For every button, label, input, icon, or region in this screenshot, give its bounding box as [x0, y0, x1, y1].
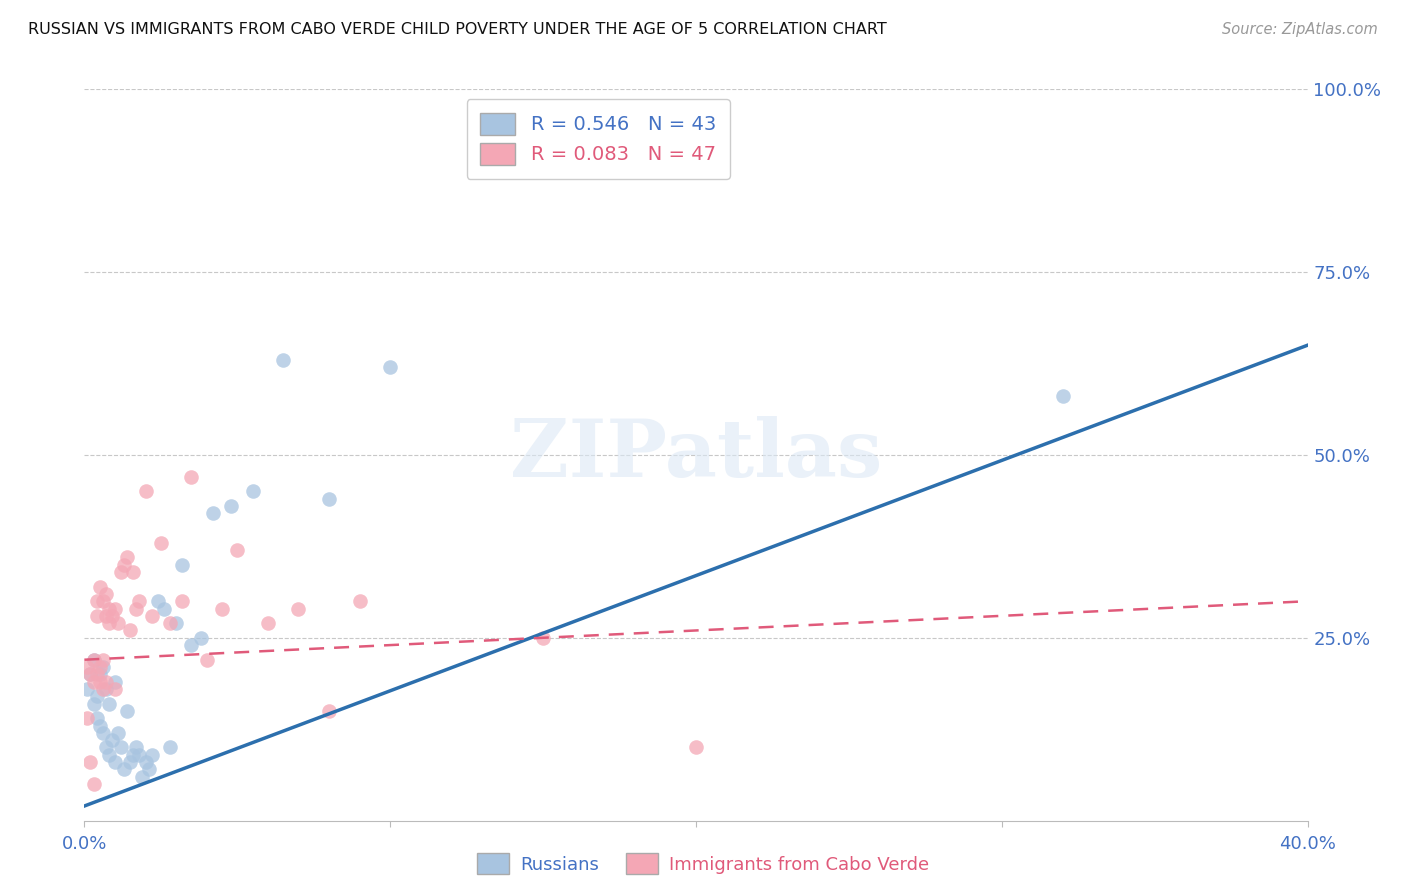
Point	[97, 747, 120, 762]
Point	[104, 674, 127, 689]
Point	[135, 755, 157, 769]
Point	[91, 653, 114, 667]
Point	[94, 740, 117, 755]
Point	[97, 697, 120, 711]
Point	[89, 667, 111, 681]
Point	[83, 653, 105, 667]
Point	[94, 674, 117, 689]
Point	[110, 565, 132, 579]
Point	[271, 352, 294, 367]
Point	[94, 587, 117, 601]
Point	[107, 726, 129, 740]
Point	[128, 747, 150, 762]
Point	[101, 733, 124, 747]
Point	[135, 484, 157, 499]
Point	[83, 697, 105, 711]
Point	[104, 601, 127, 615]
Point	[76, 711, 98, 725]
Point	[79, 755, 101, 769]
Point	[318, 491, 340, 506]
Point	[97, 601, 120, 615]
Point	[110, 740, 132, 755]
Legend: R = 0.546   N = 43, R = 0.083   N = 47: R = 0.546 N = 43, R = 0.083 N = 47	[467, 99, 730, 178]
Point	[112, 763, 135, 777]
Point	[86, 690, 108, 704]
Point	[1052, 389, 1074, 403]
Point	[201, 507, 224, 521]
Point	[83, 674, 105, 689]
Point	[125, 740, 148, 755]
Point	[104, 755, 127, 769]
Text: Source: ZipAtlas.com: Source: ZipAtlas.com	[1222, 22, 1378, 37]
Point	[79, 667, 101, 681]
Point	[94, 608, 117, 623]
Point	[146, 594, 169, 608]
Point	[141, 608, 163, 623]
Point	[159, 740, 181, 755]
Point	[86, 608, 108, 623]
Point	[83, 777, 105, 791]
Point	[76, 660, 98, 674]
Point	[120, 624, 142, 638]
Point	[380, 360, 402, 375]
Point	[287, 601, 309, 615]
Text: ZIPatlas: ZIPatlas	[510, 416, 882, 494]
Point	[83, 653, 105, 667]
Point	[153, 601, 176, 615]
Point	[242, 484, 264, 499]
Point	[112, 558, 135, 572]
Point	[91, 594, 114, 608]
Point	[91, 660, 114, 674]
Point	[190, 631, 212, 645]
Point	[141, 747, 163, 762]
Point	[172, 558, 194, 572]
Point	[149, 535, 172, 549]
Point	[89, 718, 111, 732]
Point	[138, 763, 160, 777]
Point	[531, 631, 554, 645]
Point	[125, 601, 148, 615]
Point	[685, 740, 707, 755]
Point	[79, 667, 101, 681]
Point	[180, 638, 202, 652]
Text: RUSSIAN VS IMMIGRANTS FROM CABO VERDE CHILD POVERTY UNDER THE AGE OF 5 CORRELATI: RUSSIAN VS IMMIGRANTS FROM CABO VERDE CH…	[28, 22, 887, 37]
Point	[91, 681, 114, 696]
Point	[122, 747, 145, 762]
Y-axis label: Child Poverty Under the Age of 5: Child Poverty Under the Age of 5	[0, 318, 8, 591]
Point	[257, 616, 280, 631]
Point	[165, 616, 187, 631]
Point	[115, 704, 138, 718]
Point	[226, 543, 249, 558]
Point	[76, 681, 98, 696]
Point	[219, 499, 242, 513]
Point	[91, 726, 114, 740]
Point	[172, 594, 194, 608]
Point	[159, 616, 181, 631]
Point	[89, 580, 111, 594]
Point	[104, 681, 127, 696]
Point	[115, 550, 138, 565]
Point	[89, 674, 111, 689]
Point	[101, 608, 124, 623]
Point	[120, 755, 142, 769]
Point	[89, 660, 111, 674]
Point	[131, 770, 153, 784]
Point	[349, 594, 371, 608]
Point	[86, 594, 108, 608]
Point	[211, 601, 233, 615]
Point	[318, 704, 340, 718]
Legend: Russians, Immigrants from Cabo Verde: Russians, Immigrants from Cabo Verde	[468, 844, 938, 883]
Point	[122, 565, 145, 579]
Point	[128, 594, 150, 608]
Point	[86, 711, 108, 725]
Point	[195, 653, 218, 667]
Point	[94, 681, 117, 696]
Point	[107, 616, 129, 631]
Point	[86, 667, 108, 681]
Point	[97, 616, 120, 631]
Point	[180, 470, 202, 484]
